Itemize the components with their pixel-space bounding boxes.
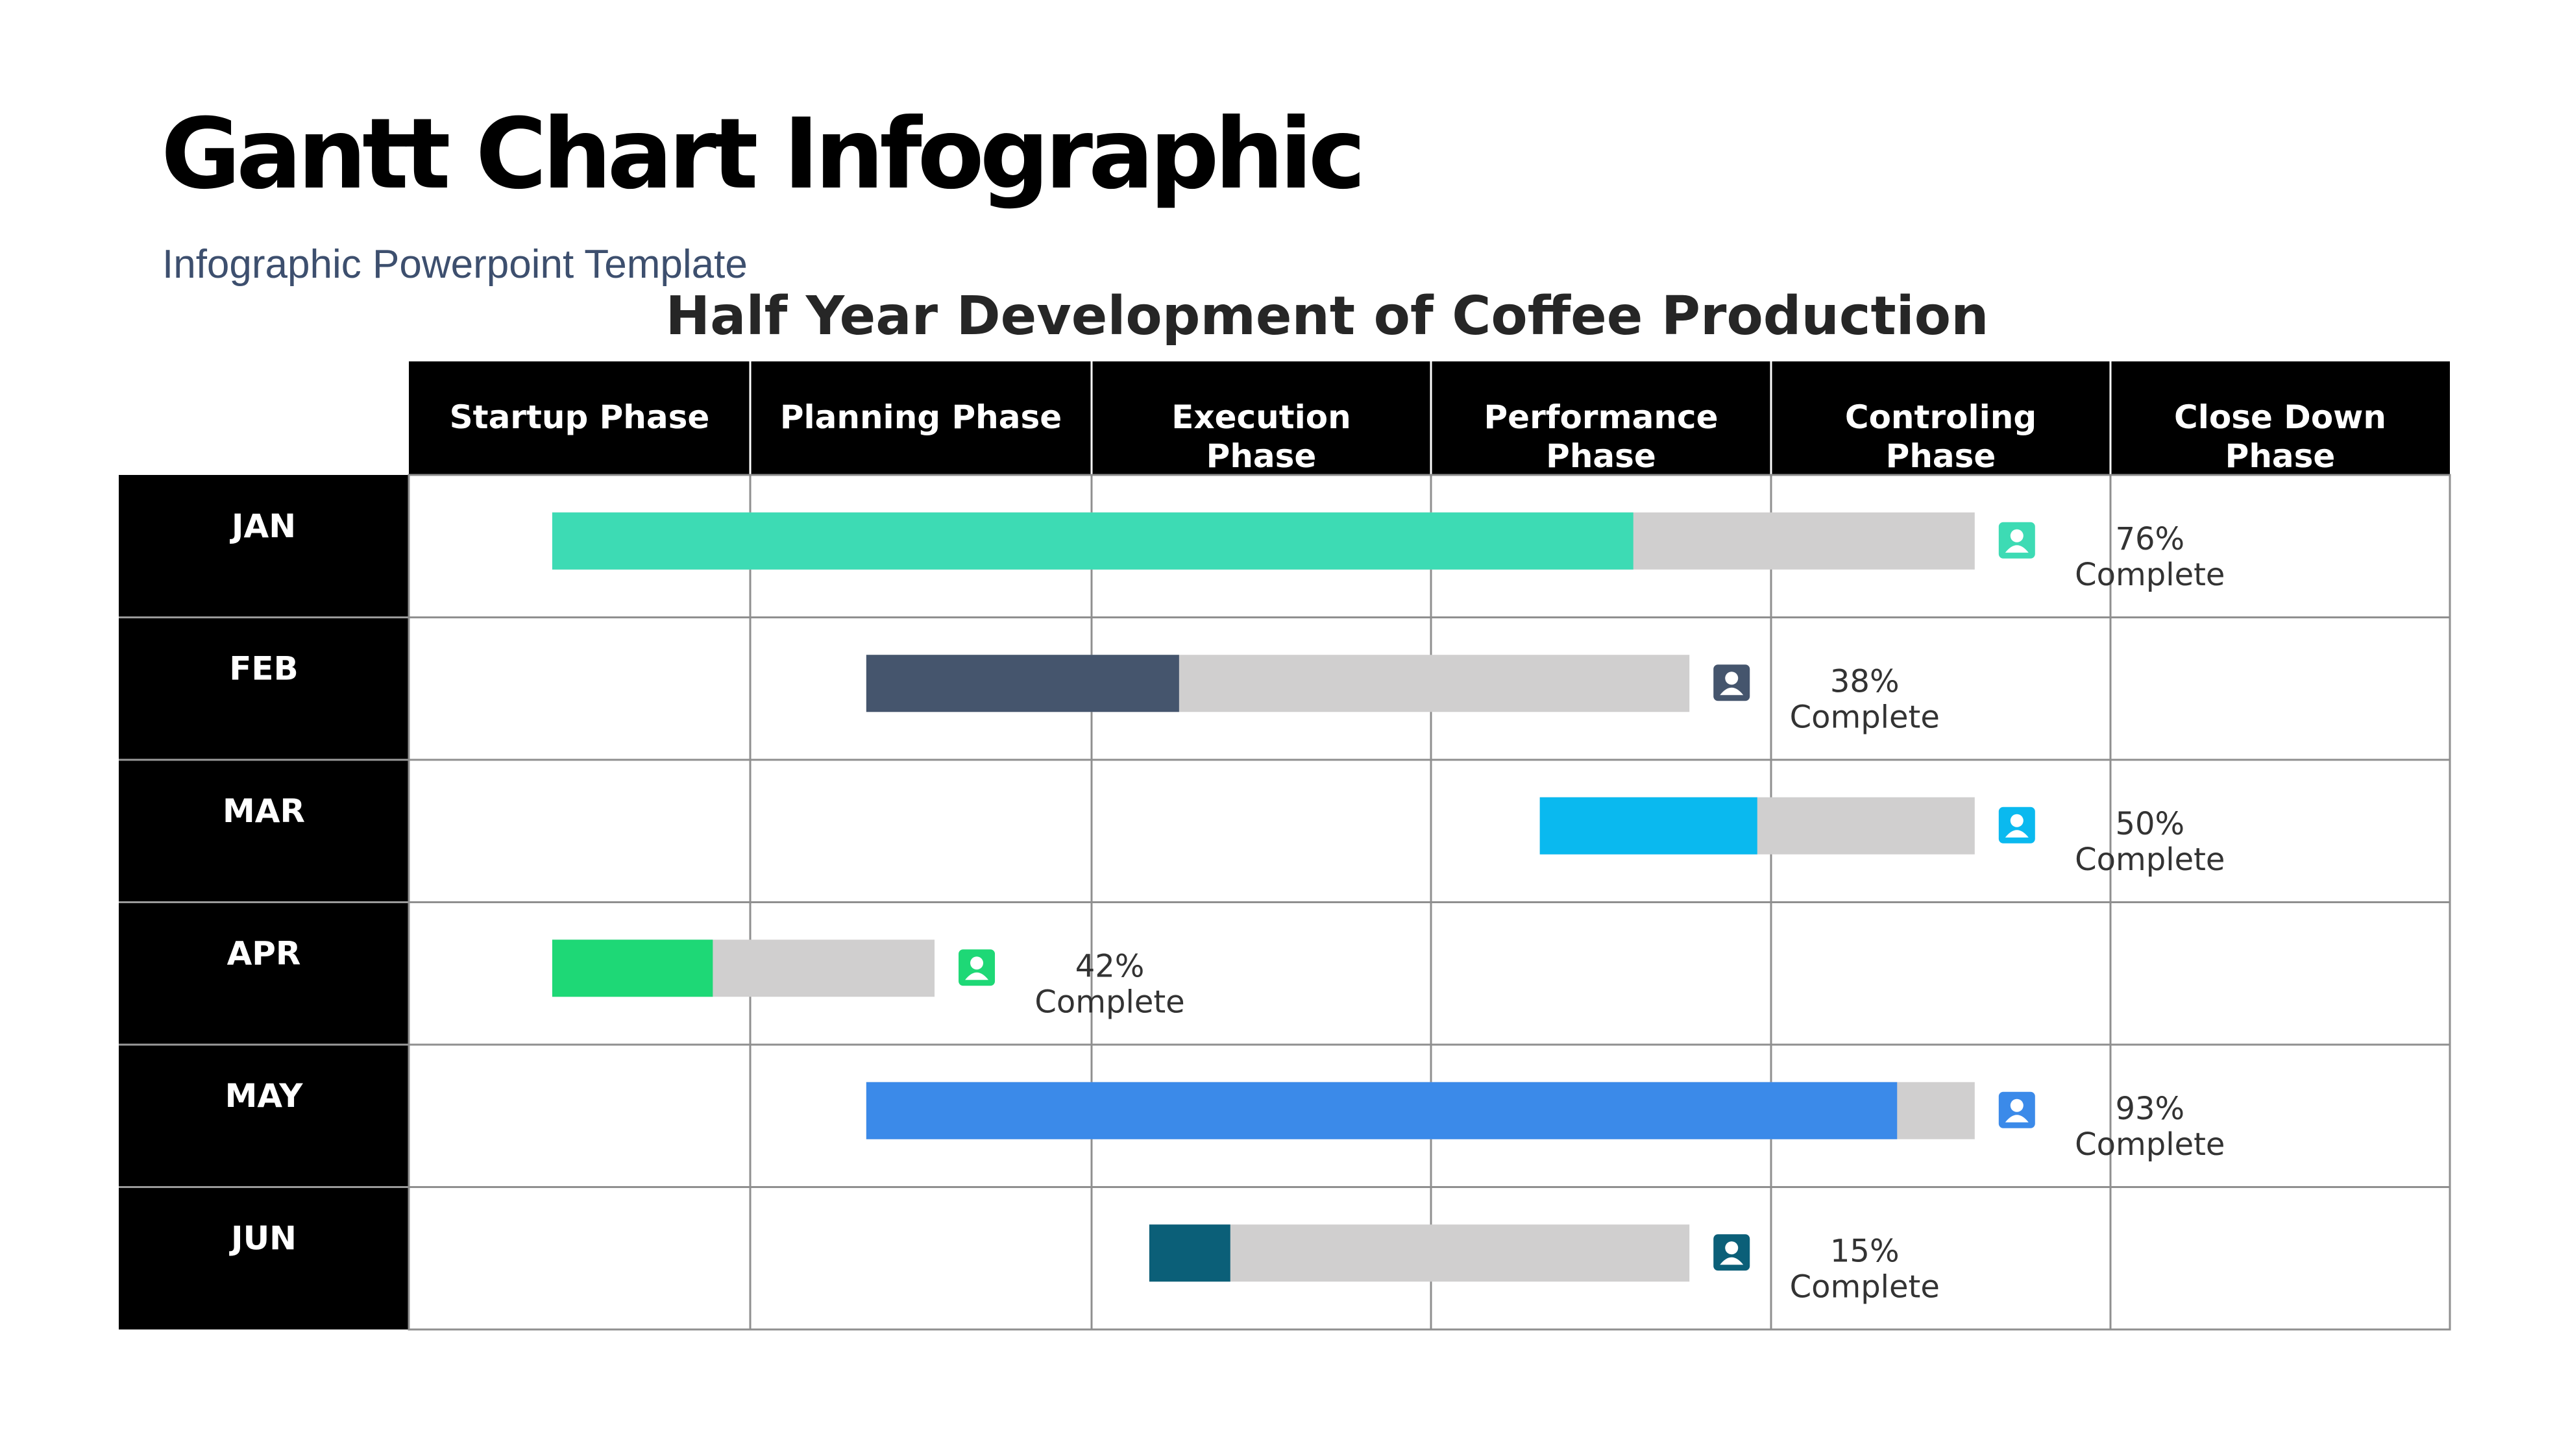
complete-label: Complete	[2075, 1126, 2225, 1163]
phase-header-line: Close Down	[2174, 398, 2386, 436]
bar-progress	[552, 940, 713, 997]
phase-header-line: Planning Phase	[780, 398, 1062, 436]
phase-header-line: Phase	[2225, 437, 2336, 475]
page-title: Gantt Chart Infographic	[161, 98, 1366, 211]
header-row	[409, 361, 2450, 475]
percent-label: 93%	[2115, 1091, 2184, 1127]
user-icon	[1713, 664, 1750, 701]
user-icon	[1998, 522, 2035, 559]
complete-label: Complete	[2075, 557, 2225, 593]
complete-label: Complete	[2075, 842, 2225, 878]
month-cell	[119, 475, 409, 618]
user-icon	[1713, 1234, 1750, 1271]
phase-header-line: Phase	[1206, 437, 1317, 475]
chart-title: Half Year Development of Coffee Producti…	[665, 285, 1989, 347]
bar-progress	[1539, 797, 1757, 855]
phase-header-label: Close Down Phase	[2174, 398, 2386, 475]
phase-header-line: Performance	[1484, 398, 1718, 436]
bar-progress	[552, 512, 1633, 570]
month-label: MAR	[223, 792, 305, 830]
user-icon	[1998, 1091, 2035, 1128]
user-icon-body	[2005, 830, 2029, 838]
phase-header-label: Controling Phase	[1845, 398, 2036, 475]
user-icon-body	[2005, 545, 2029, 553]
user-icon-head	[970, 956, 984, 970]
phase-header-label: Planning Phase	[780, 398, 1062, 436]
user-icon-head	[2010, 529, 2024, 542]
bar-progress	[866, 655, 1179, 712]
percent-label: 15%	[1830, 1233, 1900, 1269]
phase-header-line: Startup Phase	[450, 398, 710, 436]
user-icon-body	[1720, 687, 1744, 696]
month-cell	[119, 1187, 409, 1329]
phase-header-line: Execution	[1171, 398, 1351, 436]
user-icon-body	[1720, 1257, 1744, 1265]
complete-label: Complete	[1790, 699, 1940, 735]
percent-label: 38%	[1830, 663, 1900, 699]
phase-header-label: Execution Phase	[1171, 398, 1351, 475]
month-label: JUN	[229, 1219, 297, 1257]
phase-header-label: Performance Phase	[1484, 398, 1718, 475]
bar-progress	[1149, 1224, 1230, 1282]
month-cell	[119, 760, 409, 903]
percent-label: 50%	[2115, 806, 2184, 842]
phase-header-line: Phase	[1886, 437, 1996, 475]
month-cell	[119, 617, 409, 760]
user-icon	[1998, 807, 2035, 843]
phase-header-label: Startup Phase	[450, 398, 710, 436]
month-label: FEB	[229, 649, 298, 687]
percent-label: 42%	[1075, 948, 1145, 984]
bar-track	[1149, 1224, 1690, 1282]
month-cell	[119, 902, 409, 1045]
user-icon-head	[2010, 1098, 2024, 1112]
complete-label: Complete	[1790, 1268, 1940, 1305]
month-label: APR	[227, 934, 301, 972]
user-icon-head	[1725, 672, 1739, 685]
month-cell	[119, 1045, 409, 1187]
user-icon	[959, 949, 996, 986]
user-icon-head	[2010, 814, 2024, 827]
bar-progress	[866, 1082, 1898, 1139]
phase-header-line: Controling	[1845, 398, 2036, 436]
user-icon-head	[1725, 1241, 1739, 1255]
phase-header-line: Phase	[1546, 437, 1656, 475]
month-label: JAN	[230, 507, 296, 545]
user-icon-body	[2005, 1115, 2029, 1122]
month-label: MAY	[225, 1077, 304, 1115]
page-subtitle: Infographic Powerpoint Template	[162, 242, 748, 287]
grid-border	[408, 474, 2451, 1331]
user-icon-body	[965, 972, 989, 980]
percent-label: 76%	[2115, 521, 2184, 557]
complete-label: Complete	[1034, 984, 1184, 1020]
